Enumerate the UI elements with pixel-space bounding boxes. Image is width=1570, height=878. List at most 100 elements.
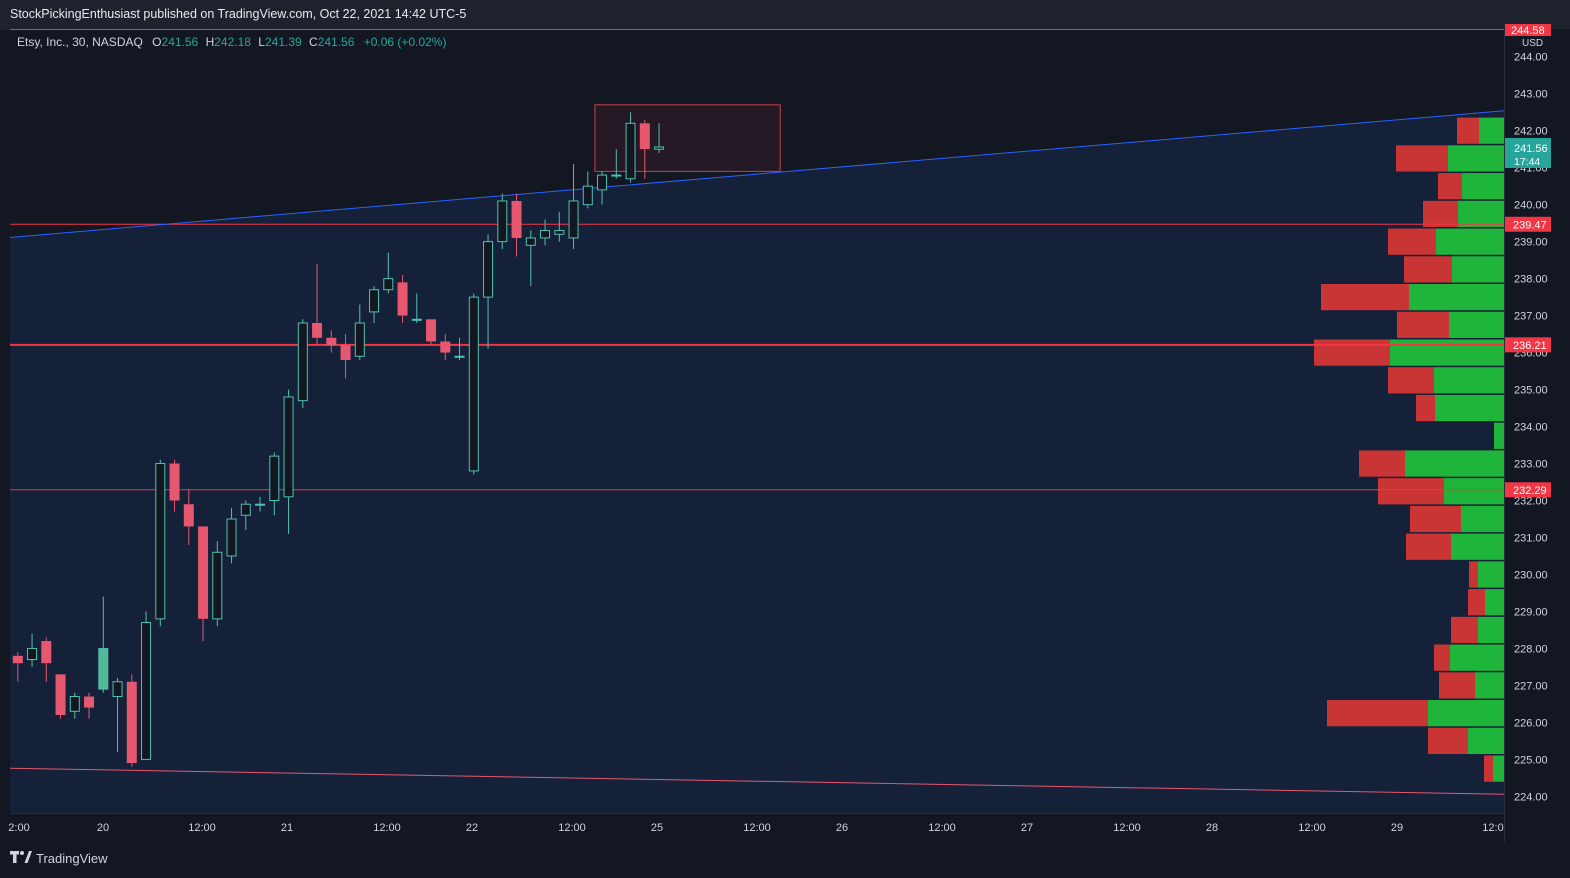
close-value: 241.56 xyxy=(317,35,355,49)
level-tag-text: 232.29 xyxy=(1513,485,1547,497)
vp-down-bar xyxy=(1359,450,1405,477)
price-tick-label: 224.00 xyxy=(1514,791,1548,803)
vp-down-bar xyxy=(1396,145,1448,172)
vp-down-bar xyxy=(1397,311,1449,338)
time-tick-label: 20 xyxy=(97,822,109,834)
time-tick-label: 12:00 xyxy=(928,822,956,834)
candle-body-up xyxy=(155,463,166,620)
vp-down-bar xyxy=(1410,505,1461,533)
price-tick-label: 237.00 xyxy=(1514,311,1548,323)
candle xyxy=(27,633,38,667)
vp-down-bar xyxy=(1406,533,1451,560)
time-tick-label: 25 xyxy=(651,822,663,834)
candle-body-up xyxy=(568,200,579,239)
rectangle-drawing[interactable] xyxy=(594,104,781,172)
vp-up-bar xyxy=(1452,256,1504,283)
candlestick-chart[interactable]: 224.00 225.00 226.00 227.00 228.00 229.00 230.… xyxy=(0,0,1570,842)
candle-body-up xyxy=(625,122,636,180)
price-tick-label: 240.00 xyxy=(1514,200,1548,212)
candle xyxy=(240,500,251,531)
vp-up-bar xyxy=(1444,478,1504,505)
vp-up-bar xyxy=(1494,422,1504,449)
candle xyxy=(568,163,579,250)
price-tick-label: 238.00 xyxy=(1514,274,1548,286)
time-tick-label: 12:00 xyxy=(373,822,401,834)
candle-body-up xyxy=(226,518,237,557)
candle-body-up xyxy=(283,396,294,498)
candle xyxy=(654,123,665,153)
candle xyxy=(198,526,209,642)
candle xyxy=(41,637,52,682)
candle xyxy=(454,337,465,360)
time-tick-label: 22 xyxy=(466,822,478,834)
candle xyxy=(84,692,95,719)
top-price-tag-bg xyxy=(1505,24,1551,36)
tradingview-logo[interactable]: TradingView xyxy=(10,851,108,866)
trendlines[interactable] xyxy=(9,110,1505,795)
level-tag-236.21: 236.21 xyxy=(1505,337,1551,353)
candle xyxy=(554,212,565,242)
top-price-tag: 244.58 xyxy=(1505,24,1551,37)
vp-up-bar xyxy=(1479,117,1504,144)
candle-body-up xyxy=(597,174,608,191)
vp-down-bar xyxy=(1468,589,1485,616)
vp-down-bar xyxy=(1378,478,1444,505)
price-tick-label: 239.00 xyxy=(1514,237,1548,249)
price-tick-label: 230.00 xyxy=(1514,569,1548,581)
level-tag-239.47: 239.47 xyxy=(1505,216,1551,232)
vp-down-bar xyxy=(1438,173,1462,200)
candle-body-up xyxy=(411,318,422,321)
candle xyxy=(297,319,308,409)
price-tick-label: 233.00 xyxy=(1514,459,1548,471)
vp-down-bar xyxy=(1321,283,1409,311)
vp-up-bar xyxy=(1436,228,1504,255)
price-tick-label: 228.00 xyxy=(1514,643,1548,655)
candle xyxy=(468,293,479,475)
vp-down-bar xyxy=(1484,755,1493,782)
candle-body-down xyxy=(126,681,137,764)
candle-body-down xyxy=(440,341,451,353)
candle xyxy=(582,171,593,209)
time-tick-label: 27 xyxy=(1021,822,1033,834)
vp-up-bar xyxy=(1451,533,1504,560)
vp-up-bar xyxy=(1478,616,1504,644)
candle-body-up xyxy=(255,503,266,506)
upper-trendline[interactable] xyxy=(9,110,1505,238)
vp-down-bar xyxy=(1451,616,1478,644)
vp-up-bar xyxy=(1468,727,1504,755)
time-tick-label: 21 xyxy=(281,822,293,834)
highlight-rectangle[interactable] xyxy=(594,104,781,172)
candle-body-up xyxy=(468,296,479,472)
level-tag-bg xyxy=(1505,216,1551,232)
candle-body-down xyxy=(426,319,437,342)
horizontal-levels[interactable] xyxy=(10,29,1504,491)
lower-trendline[interactable] xyxy=(9,767,1505,795)
candle-body-down xyxy=(183,504,194,527)
price-tick-label: 229.00 xyxy=(1514,606,1548,618)
vp-up-bar xyxy=(1462,173,1504,200)
candle xyxy=(540,219,551,246)
vp-up-bar xyxy=(1478,561,1504,588)
vp-down-bar xyxy=(1388,228,1436,255)
candle xyxy=(611,149,622,179)
candle xyxy=(525,230,536,287)
vp-up-bar xyxy=(1493,755,1504,782)
vp-up-bar xyxy=(1448,145,1504,172)
candle-body-down xyxy=(169,463,180,501)
symbol-legend: Etsy, Inc., 30, NASDAQ O241.56 H242.18 L… xyxy=(17,35,446,49)
candles xyxy=(12,112,665,767)
time-tick-label: 28 xyxy=(1206,822,1218,834)
vp-up-bar xyxy=(1458,200,1504,228)
price-tick-label: 243.00 xyxy=(1514,89,1548,101)
candle xyxy=(155,459,166,627)
price-tick-label: 231.00 xyxy=(1514,532,1548,544)
time-tick-label: 12:00 xyxy=(558,822,586,834)
candle-body-down xyxy=(312,323,323,338)
candle-body-up xyxy=(454,355,465,358)
candle xyxy=(312,263,323,346)
candle-body-up xyxy=(525,237,536,246)
price-tick-label: 235.00 xyxy=(1514,385,1548,397)
candle-body-down xyxy=(340,345,351,360)
time-axis[interactable]: 2:00 20 12:00 21 12:00 22 12:00 25 12:00 26 12:00 2… xyxy=(8,813,1504,835)
candle-body-up xyxy=(27,647,38,661)
